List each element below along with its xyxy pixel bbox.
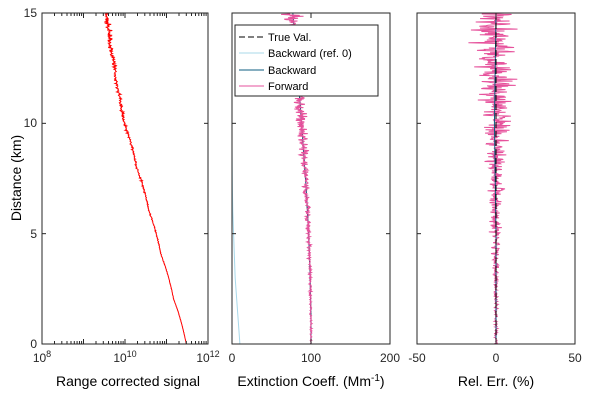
panel1-xlabel: Range corrected signal — [56, 373, 200, 389]
legend-label-backward: Backward — [268, 65, 316, 77]
panel3-series-line-0 — [468, 12, 518, 345]
legend-label-forward: Forward — [268, 81, 308, 93]
panel1-ytick-label-10: 10 — [24, 116, 38, 130]
legend-label-backward-ref0: Backward (ref. 0) — [268, 48, 352, 60]
panel-relative-error: -50 0 50 Rel. Err. (%) — [408, 12, 582, 389]
panel1-ylabel: Distance (km) — [8, 135, 24, 221]
panel2-xtick-label-100: 100 — [301, 351, 321, 365]
panel1-ticks — [41, 12, 209, 345]
panel1-xtick-label-1e8: 108 — [33, 349, 51, 365]
panel-range-corrected-signal: 0 5 10 15 108 1010 1012 Range corrected … — [8, 6, 220, 389]
panel1-xtick-label-1e10: 1010 — [113, 349, 136, 365]
panel2-ticks — [231, 12, 391, 345]
panel1-axes-box — [41, 12, 209, 345]
panel3-ticks — [416, 12, 576, 345]
panel2-xtick-label-0: 0 — [229, 351, 236, 365]
panel1-series-line-0 — [104, 12, 187, 345]
panel1-xtick-label-1e12: 1012 — [196, 349, 219, 365]
panel1-series — [104, 12, 187, 345]
panel1-ytick-label-0: 0 — [30, 337, 37, 351]
panel3-xtick-label-50: 50 — [568, 351, 582, 365]
panel-extinction-coefficient: 0 100 200 Extinction Coeff. (Mm-1) True … — [229, 12, 400, 389]
panel3-series — [468, 12, 518, 345]
panel3-xlabel: Rel. Err. (%) — [458, 373, 534, 389]
panel3-xtick-label-neg50: -50 — [408, 351, 426, 365]
legend-label-true-val: True Val. — [268, 32, 311, 44]
panel1-ytick-label-5: 5 — [30, 227, 37, 241]
panel2-xtick-label-200: 200 — [380, 351, 400, 365]
panel2-xlabel: Extinction Coeff. (Mm-1) — [237, 373, 384, 389]
panel1-ytick-label-15: 15 — [24, 6, 38, 20]
panel2-series-backward-ref-0 — [231, 145, 241, 345]
panel3-xtick-label-0: 0 — [493, 351, 500, 365]
legend: True Val. Backward (ref. 0) Backward For… — [234, 24, 379, 97]
